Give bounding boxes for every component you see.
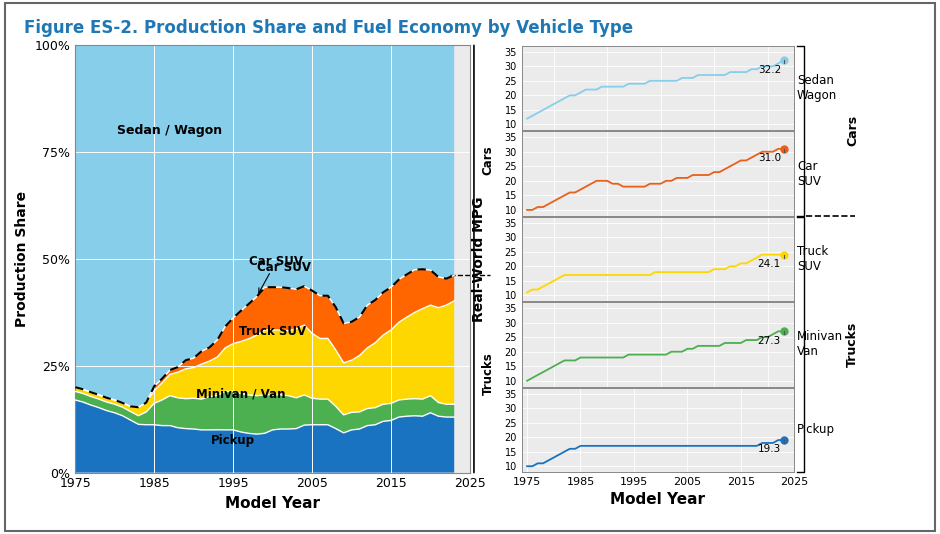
Text: Trucks: Trucks xyxy=(482,352,494,395)
Text: Cars: Cars xyxy=(482,145,494,175)
Text: Cars: Cars xyxy=(846,115,859,146)
Text: Trucks: Trucks xyxy=(846,322,859,367)
Text: Car
SUV: Car SUV xyxy=(797,160,821,187)
Text: Car SUV: Car SUV xyxy=(249,255,303,293)
Y-axis label: Production Share: Production Share xyxy=(15,191,29,327)
Text: 32.2: 32.2 xyxy=(758,65,781,75)
Text: Minivan
Van: Minivan Van xyxy=(797,331,843,358)
Text: Sedan
Wagon: Sedan Wagon xyxy=(797,74,838,102)
X-axis label: Model Year: Model Year xyxy=(610,492,706,507)
Text: Sedan / Wagon: Sedan / Wagon xyxy=(118,124,223,137)
Text: Real-World MPG: Real-World MPG xyxy=(473,196,486,322)
Text: 24.1: 24.1 xyxy=(758,259,781,269)
Text: Pickup: Pickup xyxy=(797,423,835,436)
Text: Pickup: Pickup xyxy=(212,434,255,447)
Text: 31.0: 31.0 xyxy=(758,153,781,163)
Text: Truck SUV: Truck SUV xyxy=(239,325,306,338)
X-axis label: Model Year: Model Year xyxy=(225,496,321,511)
Text: Car SUV: Car SUV xyxy=(257,261,311,274)
Text: Minivan / Van: Minivan / Van xyxy=(196,387,286,400)
Text: 19.3: 19.3 xyxy=(758,444,781,454)
Text: Figure ES-2. Production Share and Fuel Economy by Vehicle Type: Figure ES-2. Production Share and Fuel E… xyxy=(24,19,633,37)
Text: 27.3: 27.3 xyxy=(758,336,781,345)
Text: Truck
SUV: Truck SUV xyxy=(797,245,828,273)
